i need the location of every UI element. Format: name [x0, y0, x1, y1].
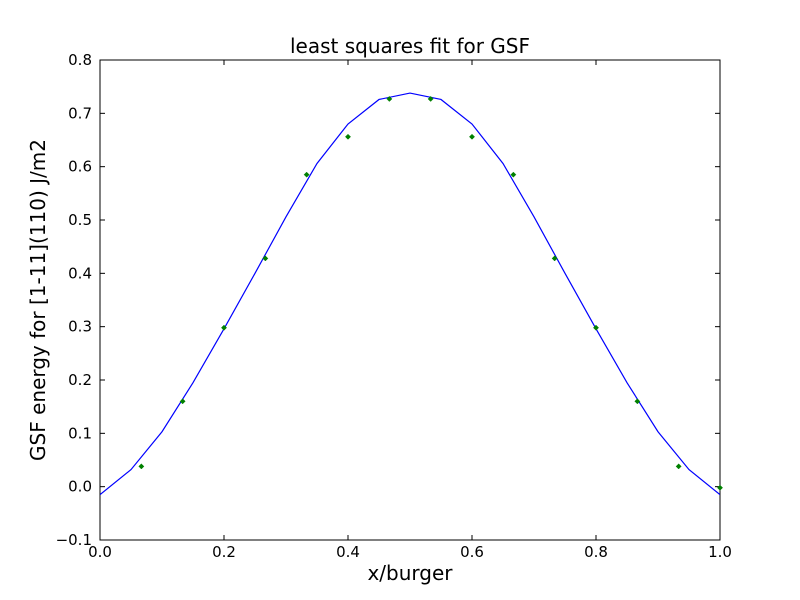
data-point — [675, 463, 682, 470]
x-tick-label: 0.0 — [88, 543, 112, 561]
y-axis-ticks: −0.1 0.0 0.1 0.2 0.3 0.4 0.5 0.6 0.7 0.8 — [56, 51, 720, 549]
chart-title: least squares fit for GSF — [290, 34, 530, 58]
x-axis-ticks: 0.0 0.2 0.4 0.6 0.8 1.0 — [88, 60, 732, 561]
x-axis-label: x/burger — [367, 561, 453, 585]
y-tick-label: 0.0 — [68, 478, 92, 496]
y-tick-label: −0.1 — [56, 531, 92, 549]
fit-curve — [100, 92, 720, 496]
series-layer — [100, 92, 723, 496]
x-tick-label: 0.2 — [212, 543, 236, 561]
data-point — [469, 133, 475, 140]
data-point — [427, 95, 434, 102]
x-tick-label: 0.6 — [460, 543, 484, 561]
y-tick-label: 0.1 — [68, 424, 92, 442]
data-point — [386, 95, 393, 102]
data-point — [303, 171, 310, 178]
y-tick-label: 0.2 — [68, 371, 92, 389]
y-tick-label: 0.3 — [68, 318, 92, 336]
y-tick-label: 0.7 — [68, 104, 92, 122]
y-tick-label: 0.5 — [68, 211, 92, 229]
data-point — [345, 133, 351, 140]
x-tick-label: 0.4 — [336, 543, 360, 561]
y-tick-label: 0.6 — [68, 158, 92, 176]
y-tick-label: 0.8 — [68, 51, 92, 69]
data-point — [138, 463, 145, 470]
x-tick-label: 1.0 — [708, 543, 732, 561]
data-point — [717, 484, 723, 491]
data-point — [262, 255, 269, 262]
y-axis-label: GSF energy for [1-11](110) J/m2 — [26, 139, 50, 461]
data-point — [593, 324, 599, 331]
data-point — [551, 255, 558, 262]
y-tick-label: 0.4 — [68, 264, 92, 282]
data-point — [179, 398, 186, 405]
data-point — [221, 324, 227, 331]
x-tick-label: 0.8 — [584, 543, 608, 561]
data-point — [634, 398, 641, 405]
data-point — [510, 171, 517, 178]
plot-area — [99, 59, 721, 541]
